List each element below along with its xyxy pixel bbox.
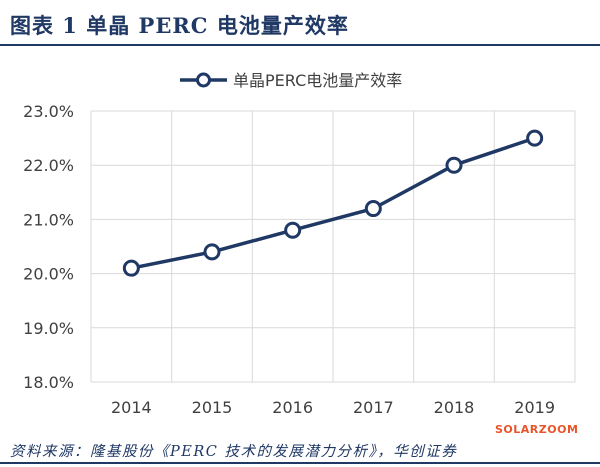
figure-header: 图表 1 单晶 PERC 电池量产效率 bbox=[0, 0, 600, 46]
x-tick-label: 2019 bbox=[514, 398, 555, 417]
data-point bbox=[203, 243, 221, 261]
y-tick-label: 20.0% bbox=[23, 265, 74, 284]
x-tick-label: 2018 bbox=[434, 398, 475, 417]
source-note: 资料来源：隆基股份《PERC 技术的发展潜力分析》，华创证券 bbox=[10, 444, 458, 460]
header-rule bbox=[0, 44, 600, 46]
legend-label: 单晶PERC电池量产效率 bbox=[233, 71, 402, 90]
data-point bbox=[122, 259, 140, 277]
footer-rule bbox=[0, 462, 600, 464]
x-tick-label: 2014 bbox=[111, 398, 152, 417]
y-tick-label: 18.0% bbox=[23, 373, 74, 392]
watermark-logo: SOLARZOOM bbox=[495, 423, 579, 436]
data-point bbox=[364, 200, 382, 218]
x-tick-label: 2017 bbox=[353, 398, 394, 417]
figure-title: 图表 1 单晶 PERC 电池量产效率 bbox=[10, 13, 349, 38]
y-tick-label: 22.0% bbox=[23, 156, 74, 175]
data-point bbox=[284, 221, 302, 239]
line-chart: 18.0% 19.0% 20.0% 21.0% 22.0% 23.0% 2014 2015 20… bbox=[23, 71, 576, 417]
y-tick-label: 19.0% bbox=[23, 319, 74, 338]
x-tick-label: 2016 bbox=[272, 398, 313, 417]
y-tick-label: 23.0% bbox=[23, 102, 74, 121]
legend-marker bbox=[196, 72, 211, 88]
series-line bbox=[130, 136, 536, 270]
x-tick-label: 2015 bbox=[192, 398, 233, 417]
y-tick-label: 21.0% bbox=[23, 210, 74, 229]
data-point bbox=[445, 156, 463, 174]
data-point bbox=[526, 129, 544, 147]
